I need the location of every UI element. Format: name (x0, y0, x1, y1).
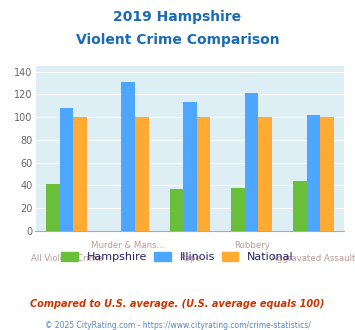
Bar (183, 102, 197, 231)
Bar (46, 184, 60, 231)
Bar (258, 117, 272, 231)
Text: Violent Crime Comparison: Violent Crime Comparison (76, 33, 279, 47)
Bar (293, 181, 307, 231)
Text: Robbery: Robbery (234, 241, 270, 250)
Bar (231, 188, 245, 231)
Text: Aggravated Assault: Aggravated Assault (271, 254, 355, 263)
Bar (320, 117, 334, 231)
Text: Rape: Rape (179, 254, 201, 263)
Legend: Hampshire, Illinois, National: Hampshire, Illinois, National (57, 248, 298, 267)
Text: Murder & Mans...: Murder & Mans... (91, 241, 165, 250)
Bar (245, 93, 258, 231)
Text: Compared to U.S. average. (U.S. average equals 100): Compared to U.S. average. (U.S. average … (30, 299, 325, 309)
Bar (121, 82, 135, 231)
Text: © 2025 CityRating.com - https://www.cityrating.com/crime-statistics/: © 2025 CityRating.com - https://www.city… (45, 321, 310, 330)
Bar (170, 189, 183, 231)
Bar (307, 115, 320, 231)
Bar (135, 117, 148, 231)
Text: All Violent Crime: All Violent Crime (31, 254, 102, 263)
Bar (60, 108, 73, 231)
Text: 2019 Hampshire: 2019 Hampshire (114, 10, 241, 24)
Bar (73, 117, 87, 231)
Bar (197, 117, 210, 231)
